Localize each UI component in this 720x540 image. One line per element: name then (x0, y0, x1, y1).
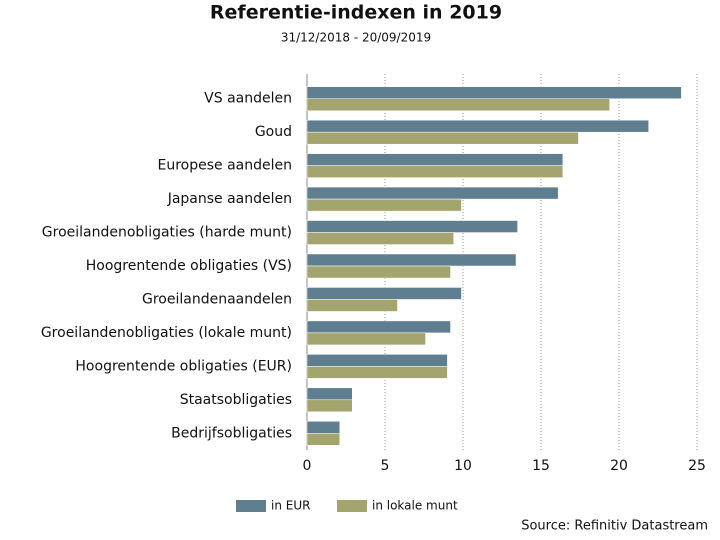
bar (306, 354, 448, 367)
y-tick-label: Europese aandelen (158, 158, 293, 174)
x-tick-label: 20 (610, 458, 628, 474)
y-tick-label: VS aandelen (204, 91, 292, 107)
bar (306, 220, 518, 233)
bar (306, 232, 454, 245)
y-tick-label: Bedrijfsobligaties (171, 425, 292, 441)
bar (306, 399, 353, 413)
bar (306, 198, 462, 212)
source: Source: Refinitiv Datastream (521, 519, 708, 534)
bar (306, 299, 398, 312)
bar (306, 387, 353, 401)
bar (306, 366, 448, 379)
x-tick-label: 5 (381, 458, 390, 474)
bar (306, 119, 649, 133)
x-tick-label: 15 (532, 458, 550, 474)
y-tick-label: Groeilandenobligaties (lokale munt) (41, 325, 292, 341)
bar (306, 131, 579, 145)
legend-label: in lokale munt (372, 499, 458, 513)
bar (306, 153, 564, 166)
bar (306, 98, 610, 111)
chart-title: Referentie-indexen in 2019 (210, 2, 502, 24)
y-tick-label: Japanse aandelen (167, 191, 292, 207)
bar (306, 265, 451, 279)
x-tick-label: 0 (303, 458, 312, 474)
bar (306, 165, 564, 178)
bar (306, 186, 559, 200)
bar (306, 320, 451, 334)
x-tick-label: 10 (454, 458, 472, 474)
bar (306, 86, 682, 99)
legend-label: in EUR (271, 499, 310, 513)
y-tick-label: Hoogrentende obligaties (EUR) (75, 358, 292, 374)
bar (306, 253, 517, 267)
bar (306, 287, 462, 300)
y-tick-label: Staatsobligaties (180, 392, 292, 408)
legend-swatch (337, 500, 367, 512)
chart-subtitle: 31/12/2018 - 20/09/2019 (281, 31, 431, 45)
y-tick-label: Groeilandenobligaties (harde munt) (42, 225, 292, 241)
y-tick-label: Goud (255, 124, 292, 140)
bar (306, 332, 426, 346)
x-tick-label: 25 (688, 458, 706, 474)
legend-swatch (236, 500, 266, 512)
y-tick-label: Hoogrentende obligaties (VS) (86, 258, 292, 274)
y-tick-label: Groeilandenaandelen (142, 291, 292, 307)
bar (306, 421, 341, 434)
bar (306, 433, 341, 446)
